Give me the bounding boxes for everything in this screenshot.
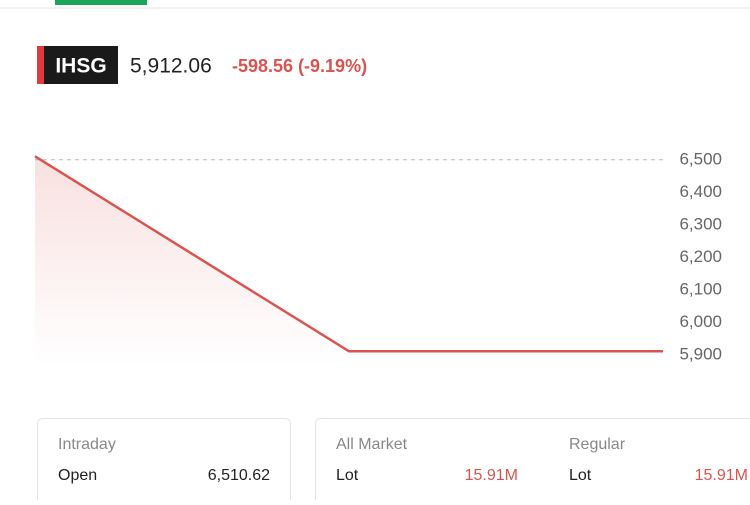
row-value: 15.91M [465,467,518,484]
y-tick-label: 6,000 [679,312,722,331]
card [316,419,750,501]
card-title: All Market [336,436,408,453]
row-value: 6,510.62 [208,467,270,484]
chart: 6,500 6,400 6,300 6,200 6,100 6,000 5,900 [35,149,722,365]
y-tick-label: 6,200 [679,247,722,266]
card-title: Intraday [58,436,116,453]
row-label: Lot [569,467,592,484]
change: -598.56 (-9.19%) [232,56,367,76]
ticker: IHSG [55,55,106,78]
y-tick-label: 6,400 [679,182,722,201]
card-title: Regular [569,436,626,453]
card [38,419,291,501]
active-tab-indicator [55,0,147,5]
y-tick-label: 6,100 [679,280,722,299]
row-label: Open [58,467,97,484]
area [35,156,663,365]
row-label: Lot [336,467,359,484]
price: 5,912.06 [130,55,212,78]
y-tick-label: 6,500 [679,149,722,168]
y-tick-label: 6,300 [679,214,722,233]
row-value: 15.91M [695,467,748,484]
ticker-accent [37,46,44,84]
y-tick-label: 5,900 [679,345,722,364]
